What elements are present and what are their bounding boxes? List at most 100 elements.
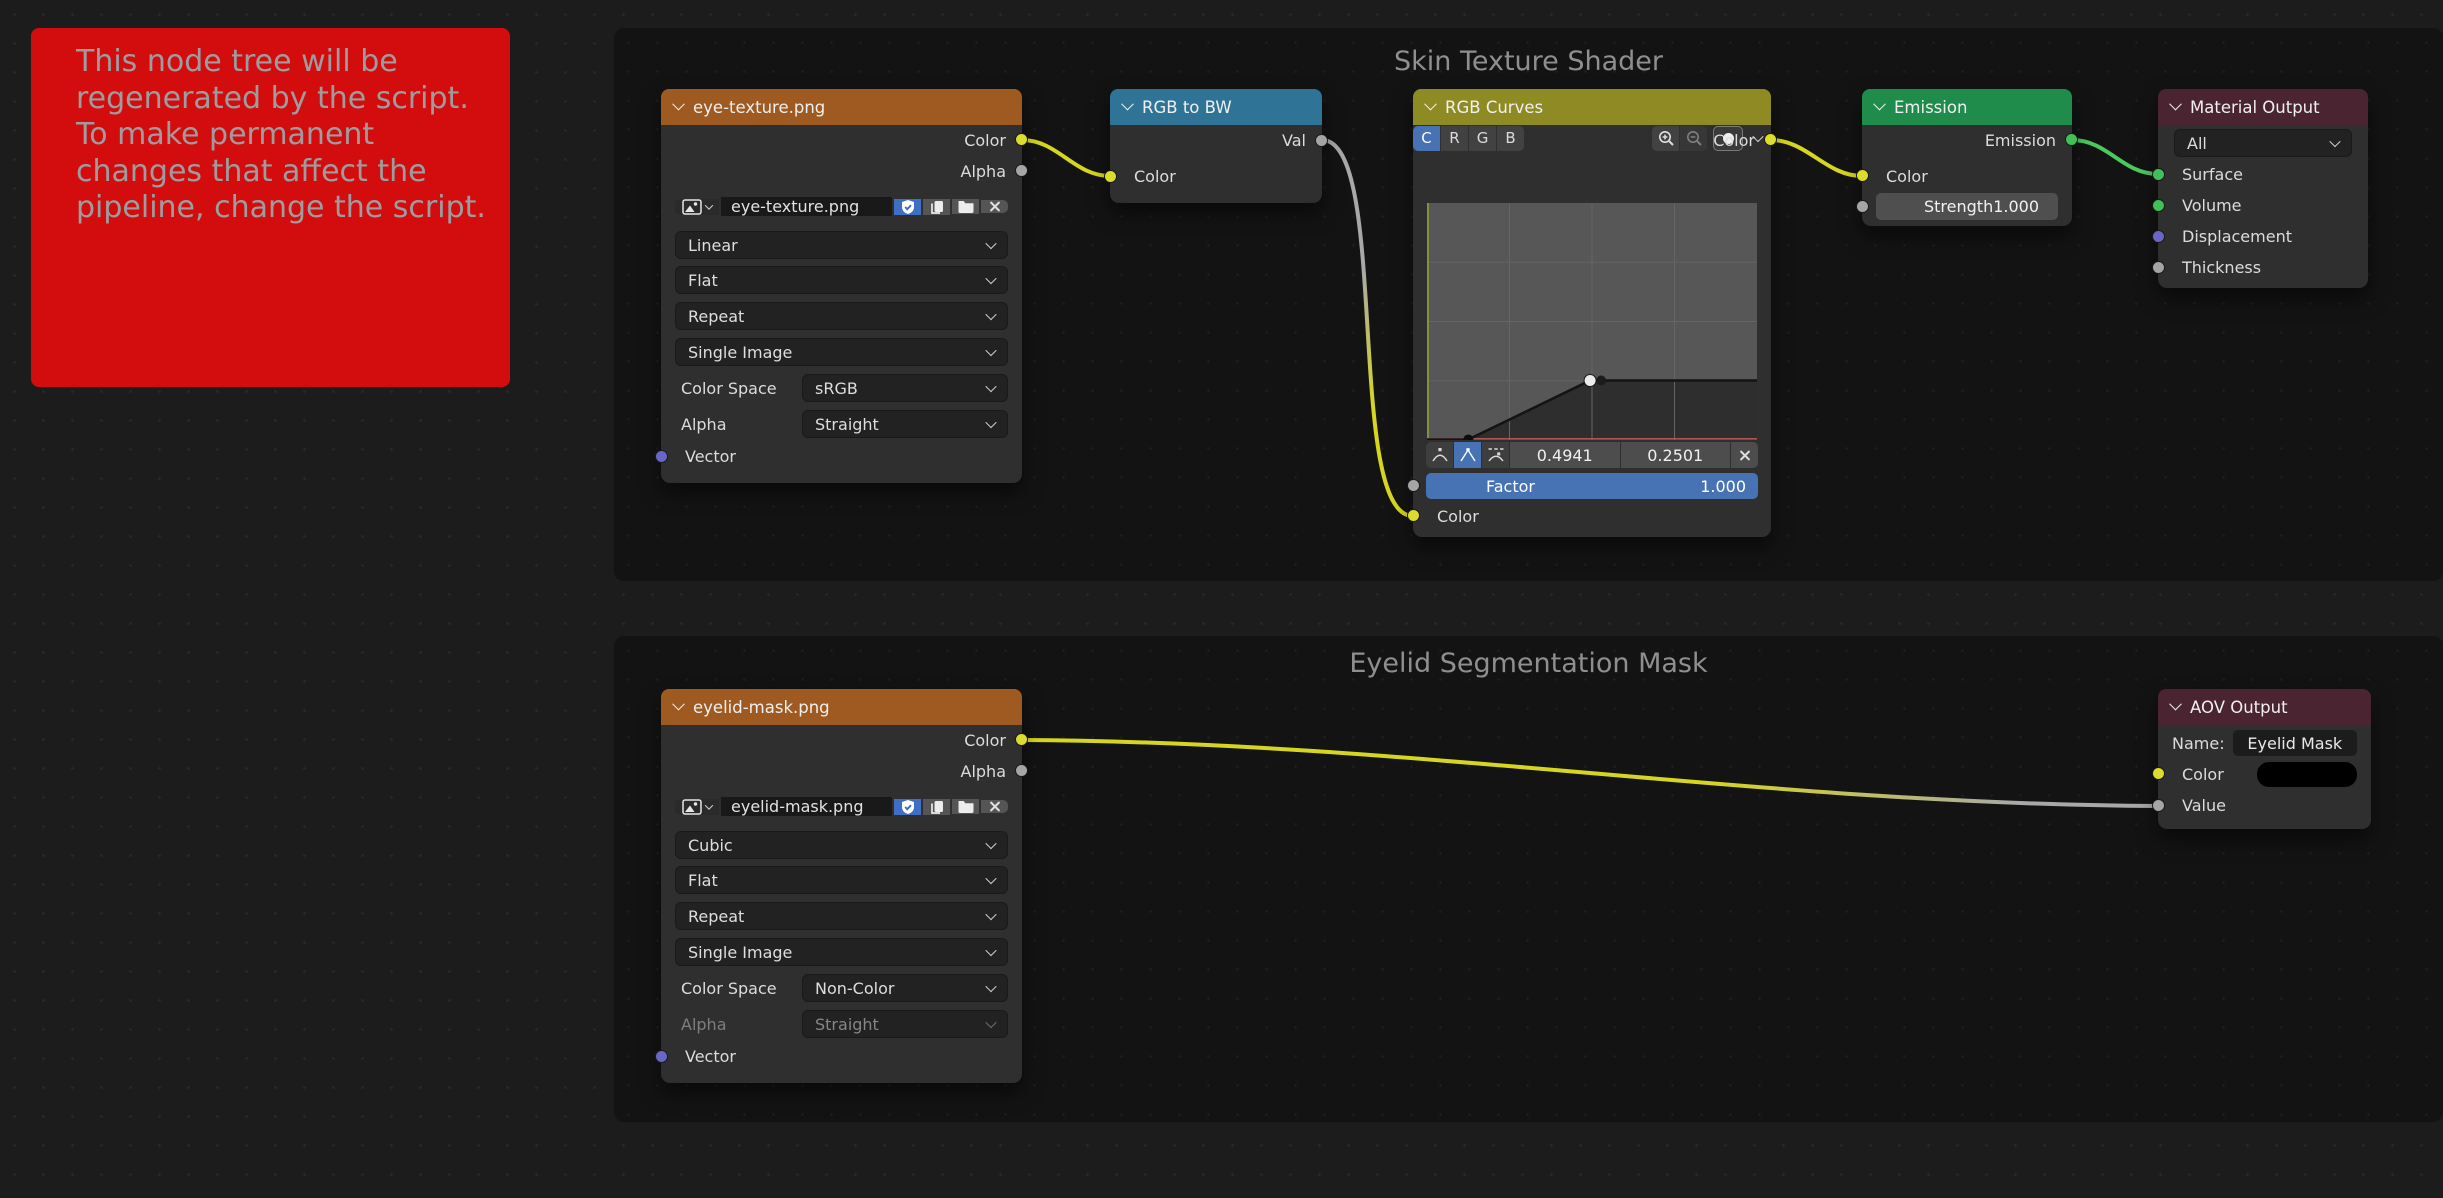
node-eye-texture[interactable]: eye-texture.png Color Alpha eye-texture.… xyxy=(655,89,1028,483)
socket-strength-input[interactable] xyxy=(1856,200,1869,213)
socket-volume-input[interactable] xyxy=(2152,199,2165,212)
projection-dropdown[interactable]: Flat xyxy=(675,266,1008,294)
collapse-icon[interactable] xyxy=(1121,97,1134,111)
node-header[interactable]: eye-texture.png xyxy=(661,89,1022,125)
image-name-field[interactable]: eyelid-mask.png xyxy=(721,797,892,816)
handle-vector-icon xyxy=(1459,448,1476,462)
dropdown-value: Linear xyxy=(688,235,738,255)
interpolation-dropdown[interactable]: Linear xyxy=(675,231,1008,259)
fake-user-button[interactable] xyxy=(894,198,921,215)
node-header[interactable]: eyelid-mask.png xyxy=(661,689,1022,725)
input-label-color: Color xyxy=(2182,765,2224,784)
socket-displacement-input[interactable] xyxy=(2152,230,2165,243)
socket-color-input[interactable] xyxy=(1856,169,1869,182)
interpolation-dropdown[interactable]: Cubic xyxy=(675,831,1008,859)
image-browse-button[interactable] xyxy=(675,798,719,815)
open-image-button[interactable] xyxy=(952,199,979,214)
socket-alpha-output[interactable] xyxy=(1015,164,1028,177)
image-name-field[interactable]: eye-texture.png xyxy=(721,197,892,216)
collapse-icon[interactable] xyxy=(672,97,685,111)
socket-alpha-output[interactable] xyxy=(1015,764,1028,777)
projection-dropdown[interactable]: Flat xyxy=(675,866,1008,894)
color-swatch[interactable] xyxy=(2257,762,2357,787)
socket-vector-input[interactable] xyxy=(655,450,668,463)
socket-emission-output[interactable] xyxy=(2065,133,2078,146)
target-dropdown[interactable]: All xyxy=(2174,129,2352,157)
socket-color-output[interactable] xyxy=(1764,133,1777,146)
socket-vector-input[interactable] xyxy=(655,1050,668,1063)
channel-button-c[interactable]: C xyxy=(1413,125,1440,151)
zoom-out-button[interactable] xyxy=(1680,125,1707,151)
aov-name-label: Name: xyxy=(2172,733,2225,753)
close-icon xyxy=(1738,449,1751,462)
extension-dropdown[interactable]: Repeat xyxy=(675,902,1008,930)
color-space-dropdown[interactable]: Non-Color xyxy=(802,974,1008,1002)
unlink-image-button[interactable] xyxy=(981,800,1008,813)
collapse-icon[interactable] xyxy=(2169,697,2182,711)
node-header[interactable]: RGB to BW xyxy=(1110,89,1322,125)
socket-color-input[interactable] xyxy=(2152,767,2165,780)
copy-image-button[interactable] xyxy=(923,198,950,215)
node-eyelid-mask[interactable]: eyelid-mask.png Color Alpha eyelid-mask.… xyxy=(655,689,1028,1083)
socket-color-input[interactable] xyxy=(1104,170,1117,183)
socket-color-input[interactable] xyxy=(1407,509,1420,522)
socket-thickness-input[interactable] xyxy=(2152,261,2165,274)
delete-point-button[interactable] xyxy=(1731,442,1758,468)
color-space-dropdown[interactable]: sRGB xyxy=(802,374,1008,402)
node-header[interactable]: AOV Output xyxy=(2158,689,2371,725)
collapse-icon[interactable] xyxy=(672,697,685,711)
alpha-mode-dropdown[interactable]: Straight xyxy=(802,1010,1008,1038)
factor-value: 1.000 xyxy=(1700,476,1746,496)
node-rgb-curves[interactable]: RGB Curves Color C R G B xyxy=(1407,89,1777,537)
copy-image-button[interactable] xyxy=(923,798,950,815)
node-header[interactable]: Emission xyxy=(1862,89,2072,125)
collapse-icon[interactable] xyxy=(2169,97,2182,111)
socket-factor-input[interactable] xyxy=(1407,479,1420,492)
image-icon xyxy=(682,198,702,215)
color-space-label: Color Space xyxy=(681,978,777,998)
socket-surface-input[interactable] xyxy=(2152,168,2165,181)
socket-color-output[interactable] xyxy=(1015,733,1028,746)
strength-field[interactable]: Strength 1.000 xyxy=(1876,193,2058,220)
collapse-icon[interactable] xyxy=(1873,97,1886,111)
handle-auto-button[interactable] xyxy=(1426,442,1453,468)
open-image-button[interactable] xyxy=(952,799,979,814)
unlink-image-button[interactable] xyxy=(981,200,1008,213)
point-x-field[interactable]: 0.4941 xyxy=(1510,442,1620,468)
source-dropdown[interactable]: Single Image xyxy=(675,338,1008,366)
socket-val-output[interactable] xyxy=(1315,134,1328,147)
notice-line: pipeline, change the script. xyxy=(76,190,486,225)
factor-slider[interactable]: Factor 1.000 xyxy=(1426,473,1758,499)
handle-vector-button[interactable] xyxy=(1454,442,1481,468)
node-header[interactable]: RGB Curves xyxy=(1413,89,1771,125)
image-browse-button[interactable] xyxy=(675,198,719,215)
alpha-mode-dropdown[interactable]: Straight xyxy=(802,410,1008,438)
source-dropdown[interactable]: Single Image xyxy=(675,938,1008,966)
point-y-field[interactable]: 0.2501 xyxy=(1620,442,1730,468)
node-header[interactable]: Material Output xyxy=(2158,89,2368,125)
input-label-displacement: Displacement xyxy=(2182,227,2292,246)
collapse-icon[interactable] xyxy=(1424,97,1437,111)
curve-point[interactable] xyxy=(1596,375,1607,386)
node-material-output[interactable]: Material Output All Surface Volume Displ… xyxy=(2152,89,2368,288)
color-space-label: Color Space xyxy=(681,378,777,398)
extension-dropdown[interactable]: Repeat xyxy=(675,302,1008,330)
fake-user-button[interactable] xyxy=(894,798,921,815)
curve-point[interactable] xyxy=(1463,434,1474,441)
handle-auto-clamped-button[interactable] xyxy=(1482,442,1509,468)
channel-button-b[interactable]: B xyxy=(1497,125,1524,151)
output-label-color: Color xyxy=(964,131,1006,150)
aov-name-field[interactable]: Eyelid Mask xyxy=(2232,730,2357,756)
channel-button-r[interactable]: R xyxy=(1441,125,1468,151)
node-rgb-to-bw[interactable]: RGB to BW Val Color xyxy=(1104,89,1328,203)
channel-button-g[interactable]: G xyxy=(1469,125,1496,151)
node-aov-output[interactable]: AOV Output Name: Eyelid Mask Color Value xyxy=(2152,689,2371,829)
curve-widget[interactable] xyxy=(1427,203,1757,440)
node-emission[interactable]: Emission Emission Color Strength 1.000 xyxy=(1856,89,2078,226)
socket-color-output[interactable] xyxy=(1015,133,1028,146)
clipping-options-button[interactable] xyxy=(1713,125,1743,151)
socket-value-input[interactable] xyxy=(2152,799,2165,812)
curve-point-selected[interactable] xyxy=(1583,374,1597,387)
zoom-in-button[interactable] xyxy=(1652,125,1679,151)
